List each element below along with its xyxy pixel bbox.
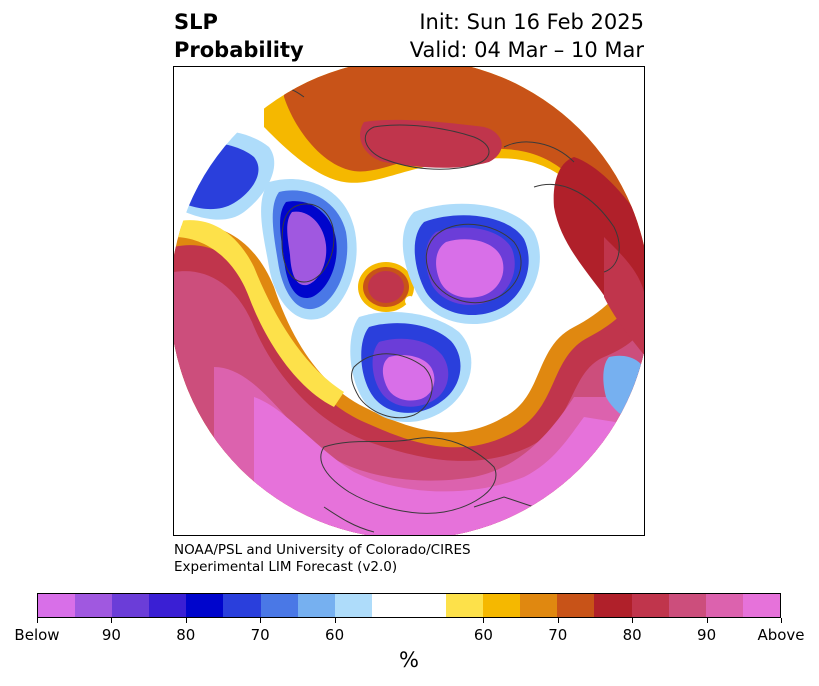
- colorbar-tick-label: 60: [473, 626, 493, 644]
- colorbar-above-swatch: [668, 594, 706, 617]
- colorbar-tick-mark: [632, 618, 634, 623]
- title-left: SLP Probability: [174, 8, 304, 64]
- valid-range: Valid: 04 Mar – 10 Mar: [409, 38, 644, 62]
- probability-map: [174, 67, 644, 535]
- credit-line-2: Experimental LIM Forecast (v2.0): [174, 559, 398, 575]
- probability-field: [174, 67, 644, 535]
- coastlines: [233, 81, 620, 533]
- colorbar-tick-mark: [781, 618, 782, 623]
- map-panel: [173, 66, 645, 536]
- colorbar-above-swatch: [557, 594, 595, 617]
- init-date: Init: Sun 16 Feb 2025: [419, 10, 644, 34]
- colorbar-above-swatch: [594, 594, 632, 617]
- colorbar-above-swatch: [705, 594, 743, 617]
- colorbar-tick-label: 70: [250, 626, 270, 644]
- colorbar-tick-mark: [37, 618, 38, 623]
- colorbar: [37, 593, 781, 618]
- colorbar-tick-label: Below: [14, 626, 60, 644]
- colorbar-tick-label: 80: [622, 626, 642, 644]
- colorbar-tick-label: 90: [697, 626, 717, 644]
- colorbar-below-swatch: [75, 594, 113, 617]
- colorbar-below-swatch: [334, 594, 372, 617]
- colorbar-below-swatch: [223, 594, 261, 617]
- colorbar-unit: %: [399, 648, 419, 672]
- colorbar-tick-mark: [557, 618, 559, 623]
- colorbar-tick-mark: [111, 618, 113, 623]
- colorbar-below-swatch: [112, 594, 150, 617]
- colorbar-tick-mark: [483, 618, 485, 623]
- colorbar-above-swatch: [520, 594, 558, 617]
- colorbar-below-swatch: [186, 594, 224, 617]
- credit: NOAA/PSL and University of Colorado/CIRE…: [174, 542, 471, 576]
- colorbar-tick-label: 80: [176, 626, 196, 644]
- colorbar-tick-label: 70: [548, 626, 568, 644]
- credit-line-1: NOAA/PSL and University of Colorado/CIRE…: [174, 542, 471, 558]
- above-normal-regions: [174, 67, 644, 535]
- colorbar-below-swatch: [297, 594, 335, 617]
- colorbar-above-swatch: [483, 594, 521, 617]
- colorbar-above-swatch: [742, 594, 780, 617]
- colorbar-tick-label: Above: [757, 626, 805, 644]
- colorbar-tick-mark: [185, 618, 187, 623]
- title-right: Init: Sun 16 Feb 2025 Valid: 04 Mar – 10…: [410, 8, 644, 64]
- colorbar-above-swatch: [446, 594, 484, 617]
- colorbar-below-swatch: [38, 594, 76, 617]
- title-variable: SLP: [174, 10, 218, 34]
- colorbar-above-swatch: [631, 594, 669, 617]
- colorbar-tick-mark: [334, 618, 336, 623]
- colorbar-below-swatch: [260, 594, 298, 617]
- colorbar-tick-mark: [260, 618, 262, 623]
- colorbar-tick-mark: [706, 618, 708, 623]
- colorbar-tick-label: 60: [325, 626, 345, 644]
- colorbar-tick-label: 90: [101, 626, 121, 644]
- colorbar-below-swatch: [149, 594, 187, 617]
- colorbar-neutral-swatch: [371, 594, 447, 617]
- title-kind: Probability: [174, 38, 304, 62]
